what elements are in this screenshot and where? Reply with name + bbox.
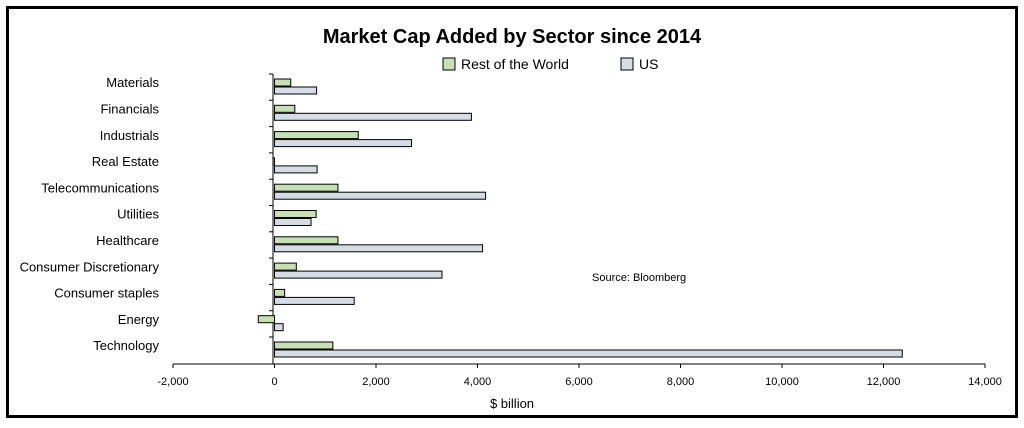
source-annotation: Source: Bloomberg [592, 272, 687, 284]
bar-0-8 [274, 288, 286, 297]
bar-1-7 [274, 270, 443, 279]
bar-0-6 [274, 236, 339, 245]
category-label-2: Industrials [100, 128, 160, 143]
bar-0-4 [274, 183, 339, 192]
x-tick-label-8: 14,000 [968, 376, 1002, 388]
x-tick-label-4: 6,000 [565, 376, 593, 388]
x-tick-label-0: -2,000 [157, 376, 188, 388]
legend-label-0: Rest of the World [461, 56, 569, 72]
x-tick-label-2: 2,000 [362, 376, 390, 388]
legend-swatch-0 [442, 57, 456, 71]
x-axis-title: $ billion [489, 396, 535, 411]
legend-swatch-1 [620, 57, 634, 71]
bar-0-5 [274, 210, 317, 218]
bar-1-1 [274, 112, 472, 121]
bar-1-3 [274, 165, 318, 174]
category-label-1: Financials [100, 101, 159, 116]
bar-1-10 [274, 349, 903, 358]
bar-0-9 [257, 315, 276, 324]
category-label-4: Telecommunications [41, 180, 159, 195]
chart-title: Market Cap Added by Sector since 2014 [322, 26, 702, 48]
bar-0-10 [274, 341, 334, 350]
bar-1-5 [274, 218, 312, 226]
x-tick-label-7: 12,000 [867, 376, 901, 388]
category-label-10: Technology [93, 338, 159, 353]
category-label-6: Healthcare [96, 233, 159, 248]
bar-1-0 [274, 86, 318, 95]
x-tick-label-6: 10,000 [765, 376, 799, 388]
bar-0-1 [274, 104, 296, 113]
bar-1-8 [274, 296, 355, 305]
legend-label-1: US [639, 56, 658, 72]
legend: Rest of the World US [442, 56, 658, 72]
bar-0-3 [272, 157, 276, 166]
category-label-0: Materials [106, 75, 159, 90]
x-tick-label-3: 4,000 [464, 376, 492, 388]
category-label-9: Energy [118, 312, 160, 327]
bar-0-0 [274, 78, 292, 87]
x-tick-label-1: 0 [271, 376, 277, 388]
bar-0-7 [274, 262, 297, 271]
chart-frame [6, 6, 1018, 418]
bar-0-2 [274, 131, 359, 140]
bar-1-9 [274, 323, 284, 332]
bar-1-2 [274, 139, 413, 148]
category-label-8: Consumer staples [54, 286, 159, 301]
bar-1-4 [274, 191, 487, 200]
x-tick-label-5: 8,000 [667, 376, 695, 388]
category-label-7: Consumer Discretionary [20, 259, 160, 274]
category-label-5: Utilities [117, 207, 159, 222]
bar-1-6 [274, 244, 484, 253]
labels-layer: -2,000 0 2,000 4,000 6,000 8,000 10,000 12,000 1… [20, 75, 1002, 388]
category-label-3: Real Estate [92, 154, 159, 169]
bars-layer [257, 78, 903, 358]
